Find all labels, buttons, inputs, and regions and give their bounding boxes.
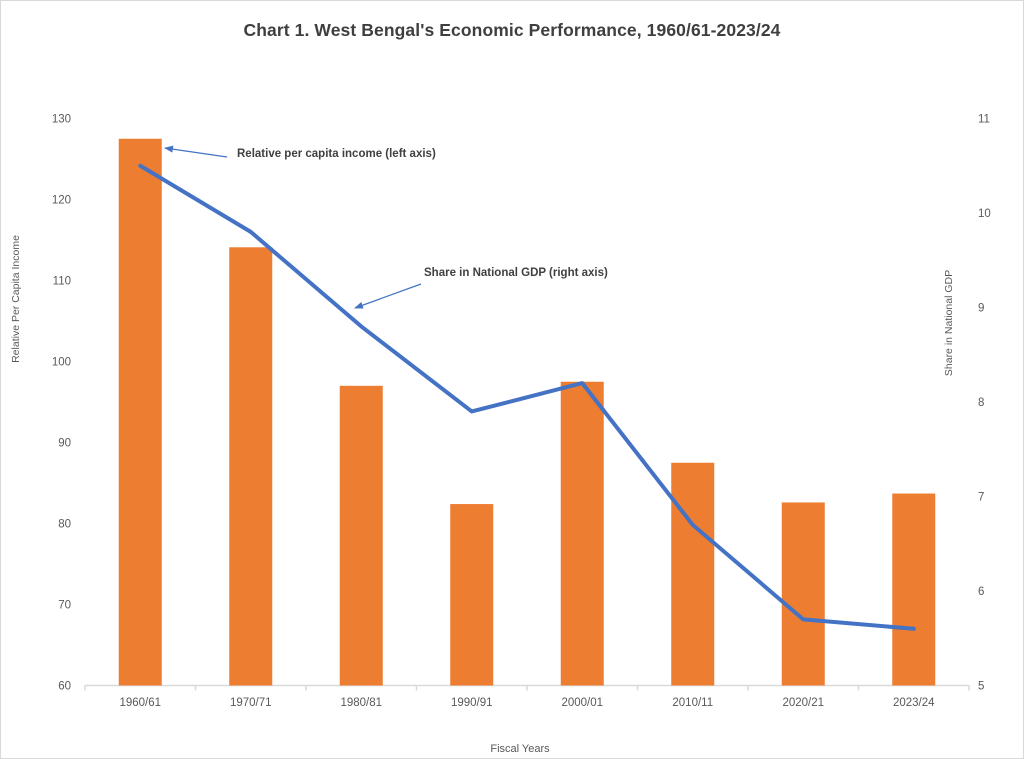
right-axis-tick-label: 8 <box>978 397 984 409</box>
gdp-share-line <box>138 163 916 631</box>
bar-1990/91 <box>450 504 494 686</box>
left-axis-tick-label: 100 <box>52 357 71 369</box>
annotation-bar-series-label: Relative per capita income (left axis) <box>237 148 436 160</box>
left-axis-tick-label: 120 <box>52 195 71 207</box>
left-axis-tick-label: 70 <box>58 600 71 612</box>
x-axis-category-label: 2000/01 <box>561 697 603 709</box>
right-axis-tick-label: 6 <box>978 586 984 598</box>
annotation-arrow-line <box>354 283 422 309</box>
right-axis-tick-label: 7 <box>978 492 984 504</box>
left-axis-tick-label: 110 <box>53 276 71 288</box>
left-axis-tick-label: 130 <box>52 114 71 126</box>
bar-1960/61 <box>118 138 162 686</box>
x-axis-category-label: 2020/21 <box>782 697 824 709</box>
right-axis-tick-label: 11 <box>978 114 990 126</box>
annotation-line-series-label: Share in National GDP (right axis) <box>424 267 608 279</box>
left-axis-tick-label: 80 <box>58 519 71 531</box>
right-axis-title: Share in National GDP <box>943 269 955 377</box>
x-axis-category-label: 1960/61 <box>119 697 161 709</box>
chart-title: Chart 1. West Bengal's Economic Performa… <box>243 20 781 40</box>
bar-2010/11 <box>671 462 715 686</box>
bar-1970/71 <box>229 247 273 686</box>
left-axis-title: Relative Per Capita Income <box>10 235 22 363</box>
annotation-arrow-bars <box>164 145 228 158</box>
x-axis-category-label: 1970/71 <box>230 697 272 709</box>
bar-2000/01 <box>560 381 604 686</box>
left-axis-tick-label: 90 <box>58 438 71 450</box>
x-axis-category-label: 1990/91 <box>451 697 493 709</box>
bar-2020/21 <box>781 502 825 686</box>
x-axis-category-label: 1980/81 <box>340 697 382 709</box>
bar-1980/81 <box>339 385 383 686</box>
right-axis-tick-label: 5 <box>978 681 984 693</box>
x-axis-title: Fiscal Years <box>490 743 550 755</box>
right-axis-tick-label: 10 <box>978 208 991 220</box>
x-axis-category-label: 2023/24 <box>893 697 935 709</box>
x-axis-category-label: 2010/11 <box>672 697 713 709</box>
left-axis-tick-label: 60 <box>58 681 71 693</box>
bar-2023/24 <box>892 493 936 686</box>
right-axis-tick-label: 9 <box>978 303 984 315</box>
